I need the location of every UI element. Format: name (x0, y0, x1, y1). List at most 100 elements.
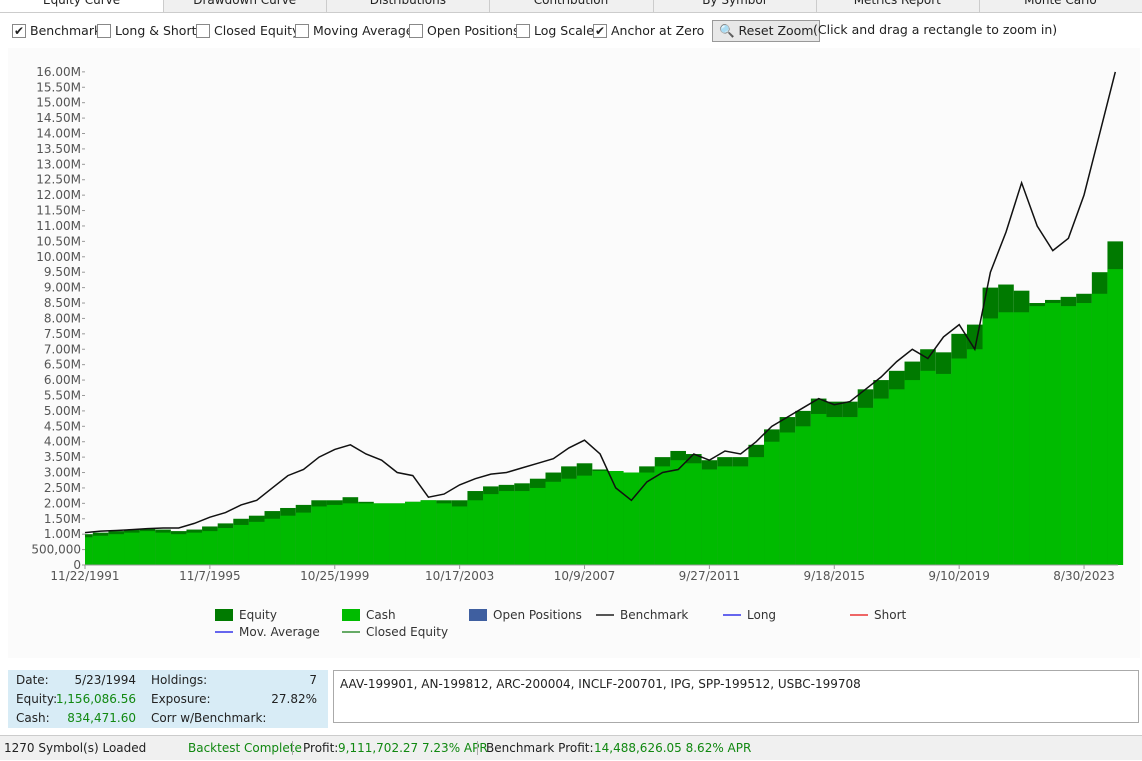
bar (654, 466, 671, 565)
y-tick-label: 2.00M (44, 496, 81, 510)
bar (233, 524, 249, 565)
tab[interactable]: Distributions (326, 0, 491, 12)
legend-label: Long (747, 608, 776, 622)
bar (873, 398, 889, 565)
checkbox[interactable]: ✔ Anchor at Zero (593, 23, 704, 38)
bar (498, 491, 515, 565)
y-tick-label: 1.00M (44, 527, 81, 541)
tab[interactable]: Drawdown Curve (163, 0, 328, 12)
label: Exposure: (151, 692, 211, 706)
bar (514, 491, 530, 565)
bar (561, 478, 577, 565)
value: 1,156,086.56 (55, 692, 136, 706)
y-tick-label: 500,000 (31, 543, 81, 557)
checkbox[interactable]: Long & Short (97, 23, 197, 38)
checkbox-label: Moving Average (313, 23, 414, 38)
bar (998, 312, 1014, 565)
bar (467, 500, 484, 565)
y-tick-label: 12.00M (36, 188, 81, 202)
checkbox[interactable]: Closed Equity (196, 23, 300, 38)
tab[interactable]: Contribution (489, 0, 654, 12)
bar (248, 521, 265, 565)
bar (935, 373, 952, 565)
bar (280, 515, 296, 565)
y-tick-label: 9.50M (44, 265, 81, 279)
y-tick-label: 5.00M (44, 404, 81, 418)
y-tick-label: 5.50M (44, 388, 81, 402)
bar (576, 475, 593, 565)
bar (1076, 303, 1092, 565)
bar (795, 426, 811, 565)
checkbox-box (97, 23, 111, 38)
bar (717, 466, 733, 565)
bar (326, 504, 343, 565)
checkbox[interactable]: Log Scale (516, 23, 594, 38)
symbols-box: AAV-199901, AN-199812, ARC-200004, INCLF… (333, 670, 1139, 723)
y-tick-label: 10.00M (36, 250, 81, 264)
bar (202, 531, 218, 565)
checkbox-label: Long & Short (115, 23, 197, 38)
bar (342, 503, 359, 565)
bar (436, 503, 452, 565)
bar (842, 417, 858, 565)
bar (420, 500, 437, 565)
bar (217, 528, 234, 565)
bar (170, 534, 187, 565)
y-tick-label: 4.50M (44, 419, 81, 433)
checkbox-label: Log Scale (534, 23, 594, 38)
y-tick-label: 14.00M (36, 127, 81, 141)
bar (732, 466, 749, 565)
bar (607, 470, 624, 565)
legend-swatch (469, 609, 487, 621)
y-tick-label: 15.50M (36, 80, 81, 94)
label: Cash: (16, 711, 50, 725)
bar (639, 472, 655, 565)
legend-swatch (215, 609, 233, 621)
checkbox[interactable]: ✔ Benchmark (12, 23, 101, 38)
reset-zoom-button[interactable]: 🔍 Reset Zoom (712, 20, 821, 42)
x-tick-label: 9/10/2019 (928, 569, 990, 583)
checkbox-label: Anchor at Zero (611, 23, 705, 38)
bar (826, 417, 843, 565)
bar (108, 534, 125, 565)
y-tick-label: 7.50M (44, 327, 81, 341)
value: 27.82% (271, 692, 317, 706)
x-tick-label: 8/30/2023 (1053, 569, 1115, 583)
legend-label: Equity (239, 608, 277, 622)
bar (701, 469, 718, 565)
bar (358, 503, 374, 565)
checkbox[interactable]: Open Positions (409, 23, 520, 38)
bar (139, 531, 156, 565)
y-tick-label: 10.50M (36, 234, 81, 248)
y-tick-label: 13.50M (36, 142, 81, 156)
bar (186, 532, 203, 565)
y-tick-label: 13.00M (36, 157, 81, 171)
bar (764, 441, 780, 565)
tab[interactable]: By Symbol (653, 0, 817, 12)
checkbox[interactable]: Moving Average (295, 23, 413, 38)
tab[interactable]: Metrics Report (816, 0, 980, 12)
tab[interactable]: Equity Curve (0, 0, 165, 12)
status-text: Backtest Complete (188, 741, 302, 755)
x-tick-label: 10/17/2003 (425, 569, 494, 583)
bar (373, 503, 390, 565)
bar (1091, 293, 1108, 565)
x-tick-label: 11/7/1995 (179, 569, 241, 583)
bar (155, 532, 171, 565)
separator (292, 741, 293, 755)
x-tick-label: 10/25/1999 (300, 569, 369, 583)
status-value: 14,488,626.05 8.62% APR (594, 741, 752, 755)
y-tick-label: 15.00M (36, 96, 81, 110)
bar (85, 537, 93, 565)
status-label: Profit: (303, 741, 339, 755)
toolbar: 🔍 Reset Zoom (Click and drag a rectangle… (0, 18, 1142, 44)
benchmark-line (84, 71, 1117, 534)
status-label: Benchmark Profit: (486, 741, 594, 755)
y-tick-label: 14.50M (36, 111, 81, 125)
label: Date: (16, 673, 49, 687)
bar (1107, 269, 1124, 565)
y-tick-label: 4.00M (44, 435, 81, 449)
checkbox-box (409, 23, 423, 38)
bar (124, 532, 140, 565)
